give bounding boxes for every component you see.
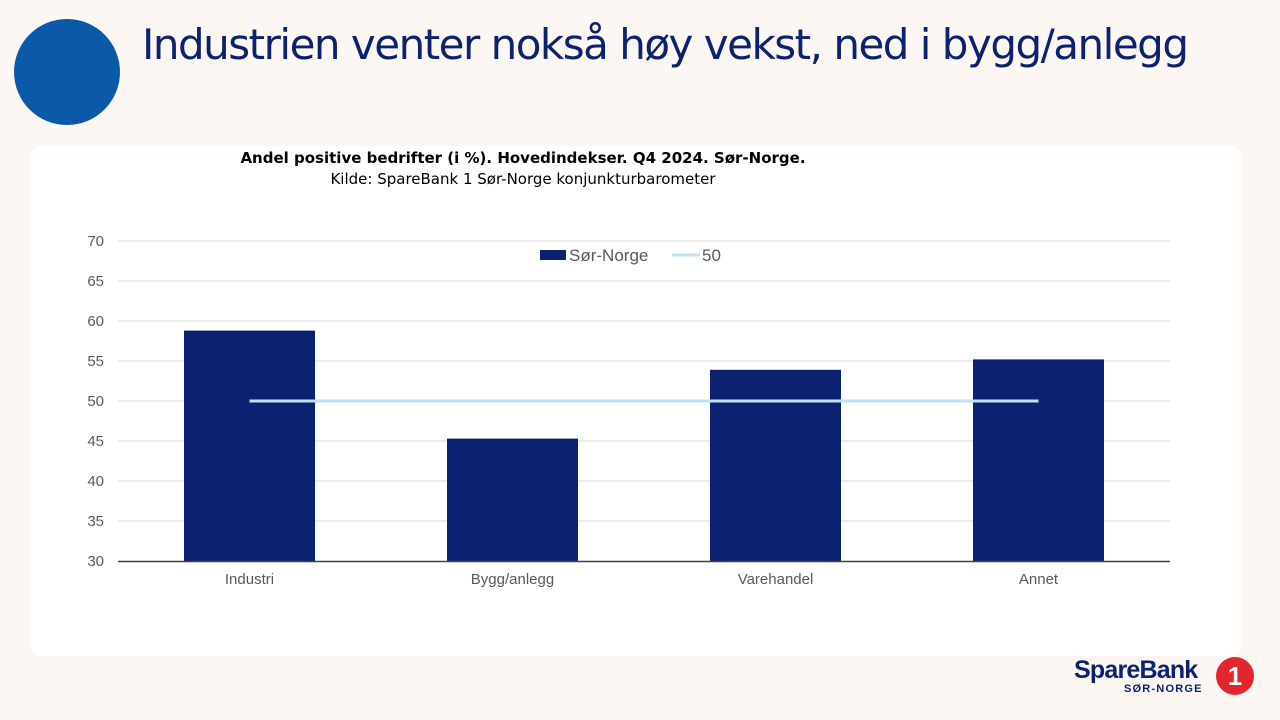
y-tick-label: 35: [87, 513, 104, 530]
y-tick-label: 45: [87, 433, 104, 450]
sparebank-logo: SpareBank SØR-NORGE 1: [1072, 656, 1262, 706]
y-tick-label: 50: [87, 393, 104, 410]
bar: [973, 359, 1104, 561]
y-tick-label: 60: [87, 313, 104, 330]
decorative-circle: [14, 19, 120, 125]
y-tick-label: 40: [87, 473, 104, 490]
chart-subtitle: Kilde: SpareBank 1 Sør-Norge konjunkturb…: [330, 170, 716, 188]
legend: Sør-Norge 50: [540, 246, 721, 265]
logo-subtitle: SØR-NORGE: [1124, 683, 1203, 695]
y-tick-label: 65: [87, 273, 104, 290]
legend-label-line: 50: [702, 246, 721, 265]
bar: [710, 369, 841, 561]
x-tick-label: Industri: [225, 571, 274, 588]
y-tick-label: 55: [87, 353, 104, 370]
bar: [447, 438, 578, 561]
chart-title: Andel positive bedrifter (i %). Hovedind…: [240, 149, 806, 167]
y-tick-label: 30: [87, 553, 104, 570]
x-tick-label: Bygg/anlegg: [471, 571, 554, 588]
axes: 30 35 40 45 50 55 60 65 70 Industri Bygg/anlegg Var…: [87, 233, 1170, 588]
bars: [184, 330, 1104, 561]
x-tick-label: Varehandel: [738, 571, 814, 588]
bar: [184, 330, 315, 561]
logo-badge: 1: [1216, 657, 1254, 695]
logo-wordmark: SpareBank: [1074, 656, 1198, 684]
x-tick-label: Annet: [1019, 571, 1059, 588]
legend-label-bar: Sør-Norge: [569, 246, 648, 265]
legend-swatch-bar: [540, 250, 566, 260]
y-tick-label: 70: [87, 233, 104, 250]
slide-title: Industrien venter nokså høy vekst, ned i…: [142, 20, 1189, 69]
